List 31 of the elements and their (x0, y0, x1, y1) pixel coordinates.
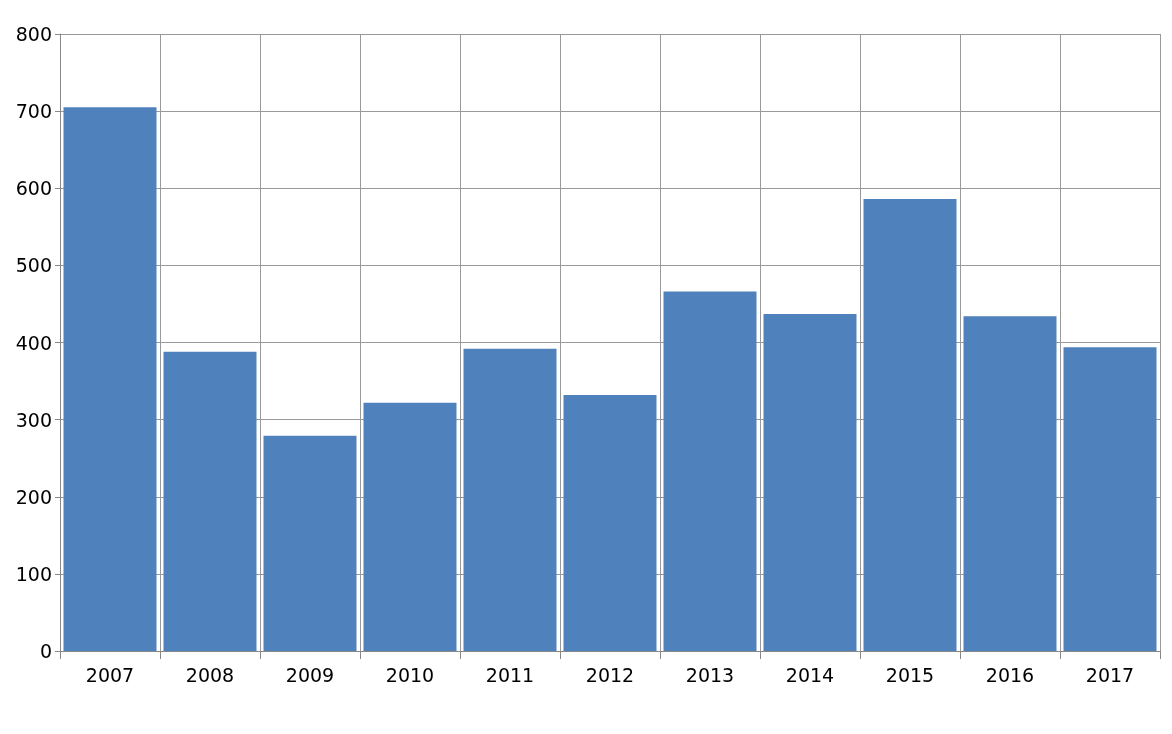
y-tick-label: 400 (15, 331, 52, 354)
bar (763, 313, 857, 651)
y-tick-label: 500 (15, 254, 52, 277)
x-tick-label: 2007 (85, 663, 135, 686)
x-tick-label: 2010 (385, 663, 435, 686)
x-tick-label: 2017 (1085, 663, 1135, 686)
y-tick-label: 700 (15, 100, 52, 123)
x-tick-label: 2012 (585, 663, 635, 686)
bar (463, 348, 557, 651)
x-tick-label: 2009 (285, 663, 335, 686)
x-tick-label: 2008 (185, 663, 235, 686)
y-tick-label: 100 (15, 562, 52, 585)
y-tick-label: 200 (15, 485, 52, 508)
x-tick-label: 2013 (685, 663, 735, 686)
bar (863, 199, 957, 651)
y-tick-label: 300 (15, 408, 52, 431)
bar (963, 316, 1057, 651)
bar (163, 351, 257, 651)
x-tick-label: 2011 (485, 663, 535, 686)
bar (63, 107, 157, 651)
bar (1063, 347, 1157, 651)
bar (563, 394, 657, 651)
x-tick-label: 2014 (785, 663, 835, 686)
x-tick-label: 2015 (885, 663, 935, 686)
y-tick-label: 600 (15, 177, 52, 200)
bar (363, 402, 457, 651)
x-tick-label: 2016 (985, 663, 1035, 686)
y-tick-label: 800 (15, 23, 52, 45)
bar (663, 291, 757, 651)
y-tick-label: 0 (39, 640, 52, 662)
bar (263, 435, 357, 651)
